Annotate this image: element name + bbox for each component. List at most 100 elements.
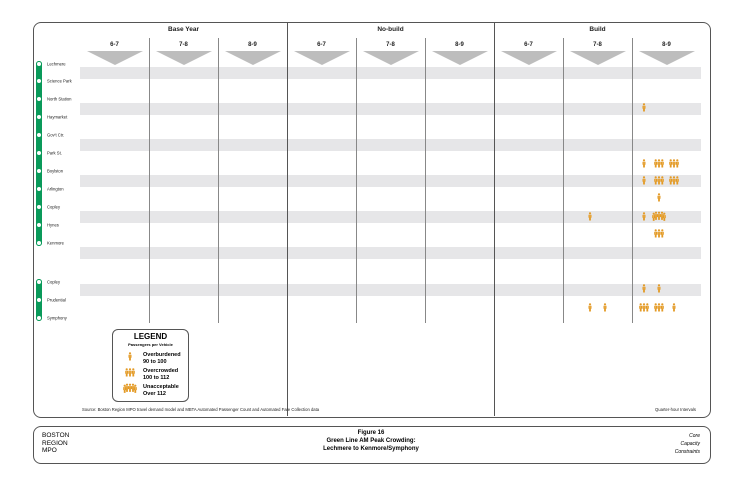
hour-label: 7-8 [179,42,188,48]
station-marker [36,186,42,192]
station-marker [36,168,42,174]
station-marker [36,240,42,246]
station-label: Arlington [47,186,64,192]
footer-tags: Core Capacity Constraints [675,432,700,456]
org-line: MPO [42,447,57,454]
group-divider [494,22,495,416]
overburdened-icon [126,349,134,367]
station-label: Gov't Ctr. [47,132,65,138]
overburdened-icon [655,190,663,208]
gray-band [80,247,701,259]
overcrowded-icon [668,173,681,191]
legend: LEGEND Passengers per Vehicle Overburden… [112,329,189,402]
interval-divider [563,38,564,323]
chart-frame [33,22,711,418]
hour-label: 6-7 [110,42,119,48]
legend-item: Overcrowded 100 to 112 [143,368,178,381]
station-marker [36,222,42,228]
gray-band [80,103,701,115]
overcrowded-icon [653,156,666,174]
figure-title: Green Line AM Peak Crowding: [326,438,416,444]
station-marker [36,78,42,84]
footer-box [33,426,711,464]
legend-item-label: Overcrowded [143,368,179,374]
gray-band [80,139,701,151]
station-label: Prudential [47,297,66,303]
interval-note: Quarter-hour Intervals [655,407,696,412]
station-label: North Station [47,96,72,102]
interval-arrow-icon [638,51,695,65]
overburdened-icon [640,209,648,227]
interval-arrow-icon [155,51,212,65]
gray-band [80,175,701,187]
overcrowded-icon [653,173,666,191]
interval-divider [356,38,357,323]
interval-divider [425,38,426,323]
station-label: Lechmere [47,61,66,67]
hour-label: 6-7 [524,42,533,48]
station-label: Kenmore [47,240,64,246]
station-label: Science Park [47,78,72,84]
gray-band [80,67,701,79]
interval-divider [218,38,219,323]
footer-title: Figure 16 Green Line AM Peak Crowding: L… [271,429,471,453]
interval-divider [632,38,633,323]
legend-item-range: 90 to 100 [143,358,167,365]
station-label: Park St. [47,150,62,156]
legend-subtitle: Passengers per Vehicle [128,342,173,347]
overburdened-icon [640,173,648,191]
station-label: Symphony [47,315,67,321]
tag: Capacity [680,441,700,447]
interval-arrow-icon [293,51,350,65]
station-marker [36,279,42,285]
group-title: No-build [377,26,404,33]
org-line: BOSTON [42,432,70,439]
overburdened-icon [655,281,663,299]
gray-band [80,211,701,223]
interval-arrow-icon [362,51,419,65]
station-marker [36,61,42,67]
legend-title: LEGEND [133,332,168,341]
overburdened-icon [640,156,648,174]
station-label: Copley [47,279,61,285]
station-label: Boylston [47,168,64,174]
gray-band [80,284,701,296]
source-note: Source: Boston Region MPO travel demand … [82,407,320,412]
interval-arrow-icon [224,51,281,65]
tag: Constraints [674,449,700,455]
figure-subtitle: Lechmere to Kenmore/Symphony [323,446,419,452]
hour-label: 8-9 [455,42,464,48]
overcrowded-icon [124,365,137,383]
overburdened-icon [640,281,648,299]
overcrowded-icon [668,156,681,174]
figure-number: Figure 16 [357,430,385,436]
overcrowded-icon [653,226,666,244]
interval-divider [149,38,150,323]
station-marker [36,96,42,102]
overburdened-icon [640,100,648,118]
unacceptable-icon [651,209,668,227]
interval-arrow-icon [431,51,488,65]
org-line: REGION [42,439,68,447]
overcrowded-icon [653,300,666,318]
overcrowded-icon [638,300,651,318]
overburdened-icon [601,300,609,318]
hour-label: 7-8 [593,42,602,48]
hour-label: 7-8 [386,42,395,48]
station-marker [36,132,42,138]
legend-item: Overburdened 90 to 100 [143,352,181,365]
overburdened-icon [586,209,594,227]
station-marker [36,114,42,120]
station-marker [36,297,42,303]
station-marker [36,204,42,210]
station-label: Haymarket [47,114,68,120]
station-marker [36,315,42,321]
legend-item-label: Overburdened [143,352,181,358]
station-label: Copley [47,204,61,210]
group-title: Build [589,26,606,33]
interval-arrow-icon [500,51,557,65]
overburdened-icon [586,300,594,318]
tag: Core [689,433,700,439]
hour-label: 8-9 [662,42,671,48]
